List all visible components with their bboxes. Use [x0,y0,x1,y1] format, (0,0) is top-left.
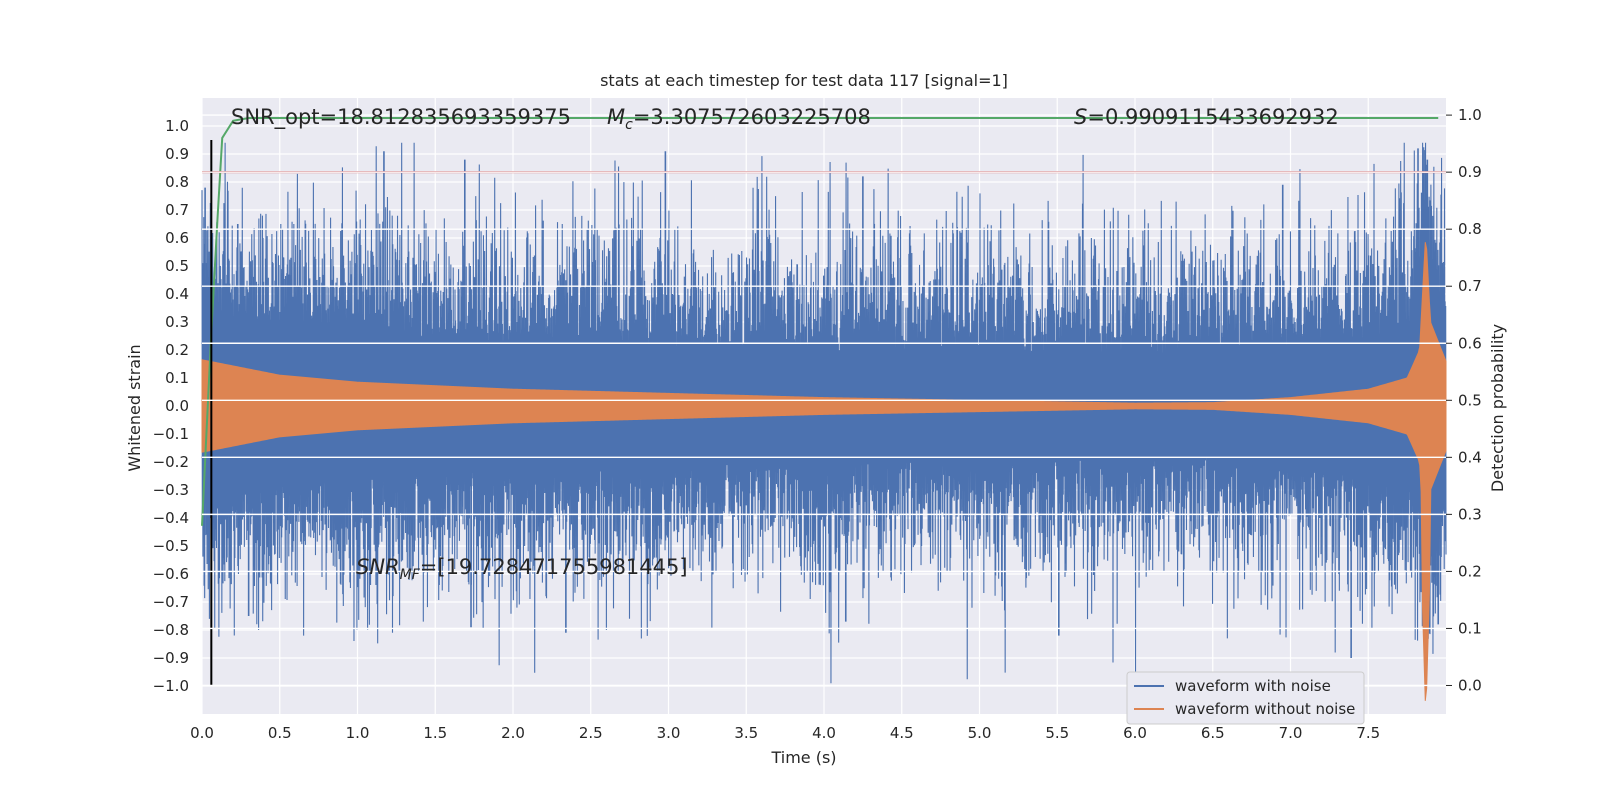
x-tick-label: 1.5 [423,724,447,742]
y2-tick-label: 1.0 [1458,106,1482,124]
y-tick-label: 0.8 [165,173,189,191]
y-tick-label: 0.0 [165,397,189,415]
y2-tick-label: 0.2 [1458,562,1482,580]
x-tick-label: 3.5 [734,724,758,742]
y-tick-label: −0.1 [153,425,189,443]
x-axis-label: Time (s) [770,748,836,767]
horizontal-grid-overlay [202,114,1446,687]
y-tick-label: −0.5 [153,537,189,555]
annotation-mc: Mc=3.307572603225708 [607,105,871,133]
series-waveform-without-noise [201,242,1447,701]
y2-tick-label: 0.8 [1458,220,1482,238]
x-tick-label: 2.5 [579,724,603,742]
annotation-snr-mf: SNRMF=[19.728471755981445] [356,555,688,583]
x-tick-label: 5.5 [1045,724,1069,742]
y-tick-label: 0.4 [165,285,189,303]
chart-title: stats at each timestep for test data 117… [600,71,1008,90]
y2-tick-label: 0.7 [1458,277,1482,295]
y-tick-label: −1.0 [153,677,189,695]
y-tick-label: 0.9 [165,145,189,163]
y-axis-label: Whitened strain [125,344,144,471]
x-tick-label: 4.0 [812,724,836,742]
y2-tick-label: 0.3 [1458,505,1482,523]
y2-tick-label: 0.6 [1458,334,1482,352]
x-tick-label: 6.5 [1201,724,1225,742]
y-tick-label: −0.9 [153,649,189,667]
x-tick-label: 5.0 [968,724,992,742]
area-waveform-without-noise [201,242,1447,701]
y-tick-label: 1.0 [165,117,189,135]
y-tick-label: 0.1 [165,369,189,387]
y2-tick-label: 0.9 [1458,163,1482,181]
y-tick-label: −0.4 [153,509,189,527]
y2-tick-label: 0.5 [1458,391,1482,409]
y-tick-label: −0.3 [153,481,189,499]
y2-axis-label: Detection probability [1488,324,1507,492]
y-tick-label: −0.6 [153,565,189,583]
x-tick-label: 1.0 [346,724,370,742]
x-axis-ticks: 0.0 0.5 1.0 1.5 2.0 2.5 3.0 3.5 4.0 4.5 5.0 5.5 6.0 6… [190,724,1380,742]
line-detection-probability [201,116,1439,526]
annotation-snr-opt: SNR_opt=18.812835693359375 [231,105,571,130]
y-tick-label: 0.5 [165,257,189,275]
y-tick-label: 0.6 [165,229,189,247]
y2-tick-label: 0.0 [1458,676,1482,694]
legend-box [1126,671,1365,725]
x-tick-label: 6.0 [1123,724,1147,742]
x-tick-label: 2.0 [501,724,525,742]
legend-label-waveform-with-noise: waveform with noise [1175,677,1331,695]
y-tick-label: 0.7 [165,201,189,219]
y2-tick-label: 0.1 [1458,619,1482,637]
annotation-s: S=0.9909115433692932 [1074,105,1339,129]
y-tick-label: 0.3 [165,313,189,331]
legend-label-waveform-without-noise: waveform without noise [1175,700,1355,718]
y-tick-label: −0.8 [153,621,189,639]
y-axis-ticks: 1.0 0.9 0.8 0.7 0.6 0.5 0.4 0.3 0.2 0.1 0.0 −0.1 −0.… [153,117,189,695]
x-tick-label: 0.5 [268,724,292,742]
y2-tick-label: 0.4 [1458,448,1482,466]
x-tick-label: 4.5 [890,724,914,742]
legend: waveform with noise waveform without noi… [1126,671,1365,725]
y-tick-label: −0.7 [153,593,189,611]
x-tick-label: 3.0 [657,724,681,742]
x-tick-label: 7.5 [1356,724,1380,742]
x-tick-label: 0.0 [190,724,214,742]
y2-axis-ticks: 1.0 0.9 0.8 0.7 0.6 0.5 0.4 0.3 0.2 0.1 0.0 [1446,106,1482,694]
y-tick-label: −0.2 [153,453,189,471]
x-tick-label: 7.0 [1279,724,1303,742]
y-tick-label: 0.2 [165,341,189,359]
